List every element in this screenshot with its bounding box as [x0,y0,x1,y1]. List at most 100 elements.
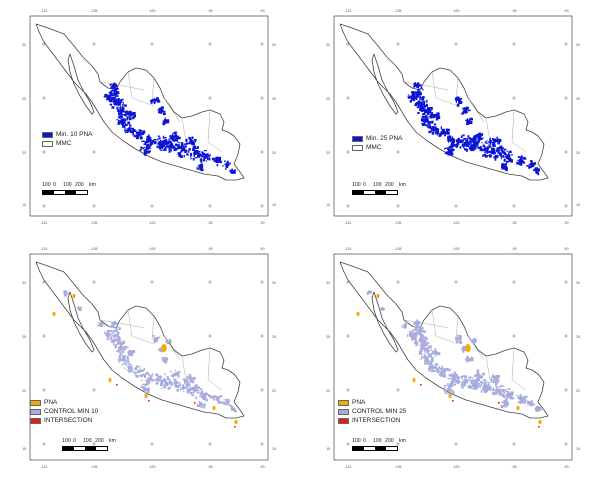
distribution-cell [134,367,136,370]
distribution-cell [108,94,110,96]
distribution-cell [472,385,476,387]
tick-label-top: -105 [394,247,401,251]
distribution-cell [190,386,195,389]
legend-swatch [30,417,41,424]
distribution-cell [430,361,433,365]
distribution-cell [482,390,484,392]
distribution-cell [164,384,166,387]
distribution-cell [63,290,66,292]
distribution-cell [118,339,121,341]
distribution-cell [503,165,506,167]
distribution-cell [197,155,200,158]
distribution-cell [129,115,131,118]
distribution-cell [164,142,166,145]
distribution-cell [416,320,418,324]
distribution-cell [195,387,198,390]
distribution-cell [497,154,499,158]
distribution-cell [196,403,198,406]
mexico-outline [35,23,245,181]
distribution-cell [480,133,483,136]
distribution-cell [124,130,126,132]
distribution-cell [175,143,178,147]
distribution-cell [428,110,432,114]
distribution-cell [174,373,177,375]
distribution-cell [117,349,120,353]
distribution-cell [423,103,425,106]
distribution-cell [106,330,110,333]
distribution-cell [155,373,159,377]
distribution-cell [153,98,156,101]
distribution-cell [448,135,452,139]
distribution-cell [424,351,426,354]
distribution-cell [417,85,420,88]
tick-label-right: 15 [576,447,580,451]
distribution-cell [456,381,459,384]
scale-bar-graphic [352,190,398,195]
tick-label-top: -95 [511,247,516,251]
distribution-cell [491,389,495,392]
distribution-cell [429,125,431,128]
distribution-cell [420,103,423,107]
distribution-cell [417,93,421,96]
distribution-cell [474,340,477,343]
distribution-cell [500,385,502,388]
distribution-cell [118,107,121,109]
distribution-cell [531,402,534,404]
distribution-cell [424,360,426,363]
distribution-cell [108,96,112,99]
distribution-cell [498,138,502,143]
distribution-cell [502,401,505,403]
distribution-cell [477,133,480,137]
distribution-cell [462,350,464,353]
distribution-cell [475,386,478,390]
distribution-cell [148,134,150,138]
distribution-cell [491,150,495,154]
distribution-cell [148,382,150,385]
distribution-cell [419,108,422,110]
distribution-cell [535,407,537,409]
distribution-cell [126,366,130,368]
distribution-cell [508,152,510,156]
distribution-cell [128,367,132,370]
distribution-cell [485,155,489,157]
distribution-cell [463,141,467,145]
distribution-cell [414,331,417,335]
distribution-cell [535,408,538,412]
distribution-cell [420,358,422,360]
tick-label-top: -110 [41,247,48,251]
distribution-cell [462,386,464,389]
distribution-cell [418,327,421,330]
distribution-cell [228,404,232,407]
distribution-cell [119,354,121,358]
tick-label-top: -95 [207,9,212,13]
distribution-cell [148,138,150,140]
distribution-cell [186,153,188,155]
distribution-cell [464,346,466,350]
legend-item: Min. 10 PNA [42,130,93,139]
distribution-cell [481,133,484,136]
legend-swatch [42,140,53,147]
state-boundaries [99,71,223,153]
distribution-cell [436,352,439,354]
distribution-cell [149,377,152,381]
distribution-cell [429,107,433,109]
distribution-cell [484,389,486,392]
distribution-cell [215,161,219,163]
distribution-cell [189,387,192,391]
distribution-cell [485,147,489,151]
distribution-cell [120,108,122,111]
distribution-cell [133,373,136,375]
distribution-cell [187,142,191,145]
distribution-cell [427,360,430,364]
distribution-cell [534,167,536,170]
distribution-cell [125,130,128,131]
distribution-cell [121,116,124,119]
distribution-cell [480,380,483,383]
distribution-cell [201,390,204,394]
distribution-cell [170,370,172,373]
distribution-cell [471,384,473,387]
distribution-cell [182,378,185,381]
distribution-cell [521,156,523,160]
distribution-cell [165,357,169,360]
